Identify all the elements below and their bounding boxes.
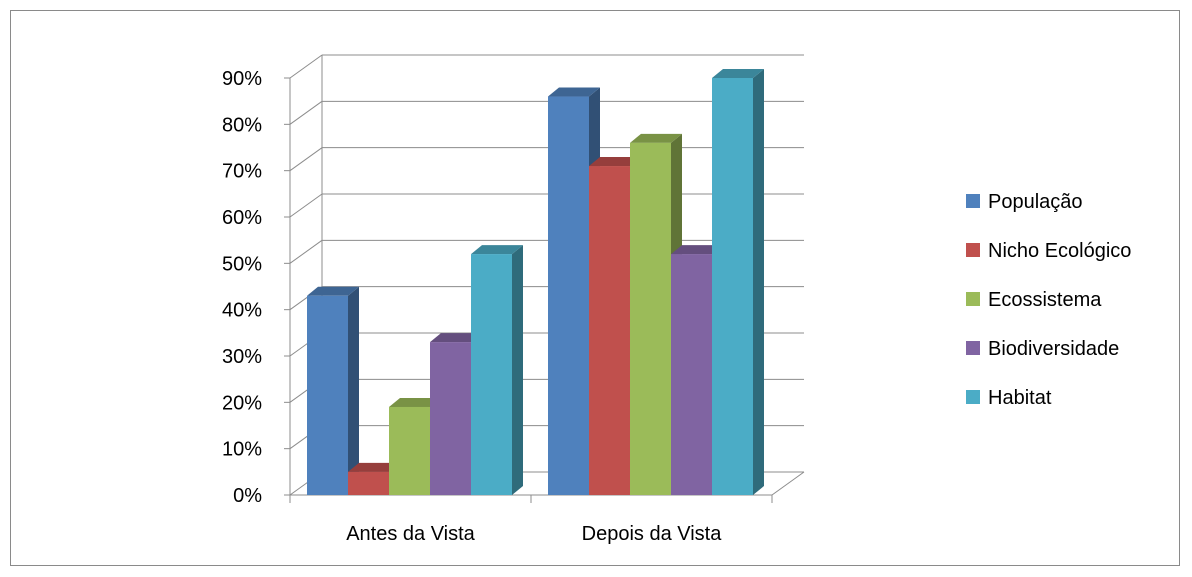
bar-top [471, 245, 523, 255]
bar-side [753, 69, 764, 495]
floor-edge [771, 471, 805, 496]
legend-swatch [966, 292, 980, 306]
legend-swatch [966, 390, 980, 404]
bar-top [589, 157, 641, 167]
bar [430, 342, 471, 495]
x-tick-label: Antes da Vista [346, 523, 475, 545]
legend-label: População [988, 191, 1083, 213]
bar [630, 142, 671, 495]
gridline-depth [289, 100, 323, 125]
gridline-depth [289, 193, 323, 218]
legend-label: Nicho Ecológico [988, 240, 1131, 262]
bar-top [630, 133, 682, 143]
gridline-depth [289, 147, 323, 172]
y-tick-label: 70% [222, 161, 262, 183]
bar-top [430, 333, 482, 343]
y-tick-label: 50% [222, 253, 262, 275]
bar [548, 96, 589, 496]
bar-side [512, 245, 523, 495]
y-tick-label: 0% [233, 485, 262, 507]
legend-swatch [966, 243, 980, 257]
bar-top [712, 69, 764, 78]
bar [389, 406, 430, 495]
bar [471, 254, 512, 495]
legend-label: Biodiversidade [988, 338, 1119, 360]
legend-swatch [966, 341, 980, 355]
y-tick-label: 30% [222, 346, 262, 368]
legend-label: Habitat [988, 387, 1052, 409]
y-tick-label: 80% [222, 114, 262, 136]
bar [348, 471, 389, 495]
y-tick-label: 10% [222, 439, 262, 461]
legend-swatch [966, 194, 980, 208]
bar [307, 295, 348, 495]
x-tick-label: Depois da Vista [582, 523, 723, 545]
bar-top [389, 397, 441, 407]
y-tick-label: 90% [222, 68, 262, 90]
y-tick-label: 40% [222, 300, 262, 322]
bar [589, 166, 630, 496]
y-tick-label: 20% [222, 392, 262, 414]
bar-top [348, 462, 400, 472]
bar [712, 78, 753, 495]
bar-top [548, 87, 600, 97]
bar-side [348, 286, 359, 495]
gridline-depth [289, 239, 323, 264]
bar [671, 254, 712, 495]
bar-top [307, 286, 359, 296]
y-tick-label: 60% [222, 207, 262, 229]
bar-top [671, 245, 723, 255]
gridline-depth [289, 54, 323, 79]
legend-label: Ecossistema [988, 289, 1102, 311]
